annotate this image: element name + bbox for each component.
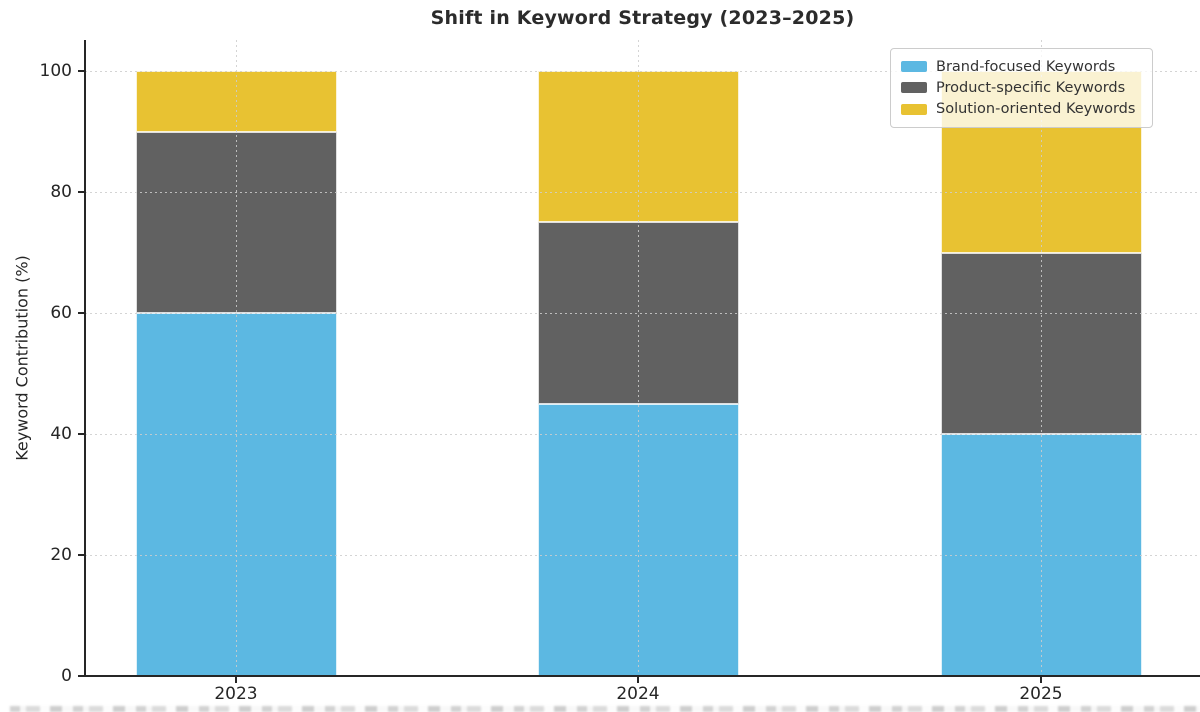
legend-swatch: [901, 82, 927, 94]
y-tick-mark: [78, 433, 85, 435]
y-tick-label: 80: [50, 182, 72, 202]
y-tick-label: 20: [50, 545, 72, 565]
y-tick-label: 40: [50, 424, 72, 444]
legend-item: Solution-oriented Keywords: [901, 101, 1142, 117]
y-tick-mark: [78, 675, 85, 677]
gridline-horizontal: [85, 433, 1200, 435]
y-tick-label: 60: [50, 303, 72, 323]
x-tick-mark: [1040, 677, 1042, 683]
x-axis-spine: [84, 675, 1200, 677]
x-tick-mark: [637, 677, 639, 683]
gridline-vertical: [235, 40, 237, 676]
x-tick-label: 2025: [1019, 684, 1063, 704]
x-tick-label: 2024: [616, 684, 660, 704]
legend-label: Solution-oriented Keywords: [936, 101, 1136, 118]
y-tick-mark: [78, 554, 85, 556]
legend-item: Brand-focused Keywords: [901, 59, 1142, 75]
y-axis-spine: [84, 40, 86, 677]
y-tick-mark: [78, 191, 85, 193]
gridline-horizontal: [85, 70, 1200, 72]
gridline-vertical: [1040, 40, 1042, 676]
y-tick-mark: [78, 70, 85, 72]
gridline-vertical: [637, 40, 639, 676]
chart-title: Shift in Keyword Strategy (2023–2025): [430, 7, 855, 29]
y-tick-label: 0: [61, 666, 72, 686]
gridline-horizontal: [85, 312, 1200, 314]
legend-label: Brand-focused Keywords: [936, 58, 1116, 75]
y-tick-mark: [78, 312, 85, 314]
legend-label: Product-specific Keywords: [936, 79, 1126, 96]
legend-swatch: [901, 103, 927, 115]
x-tick-mark: [235, 677, 237, 683]
legend-item: Product-specific Keywords: [901, 80, 1142, 96]
cropped-caption-artifact: [10, 706, 1200, 712]
legend-swatch: [901, 61, 927, 73]
y-tick-label: 100: [39, 61, 72, 81]
gridline-horizontal: [85, 554, 1200, 556]
x-tick-label: 2023: [214, 684, 258, 704]
gridline-horizontal: [85, 191, 1200, 193]
legend: Brand-focused Keywords Product-specific K…: [890, 48, 1153, 128]
